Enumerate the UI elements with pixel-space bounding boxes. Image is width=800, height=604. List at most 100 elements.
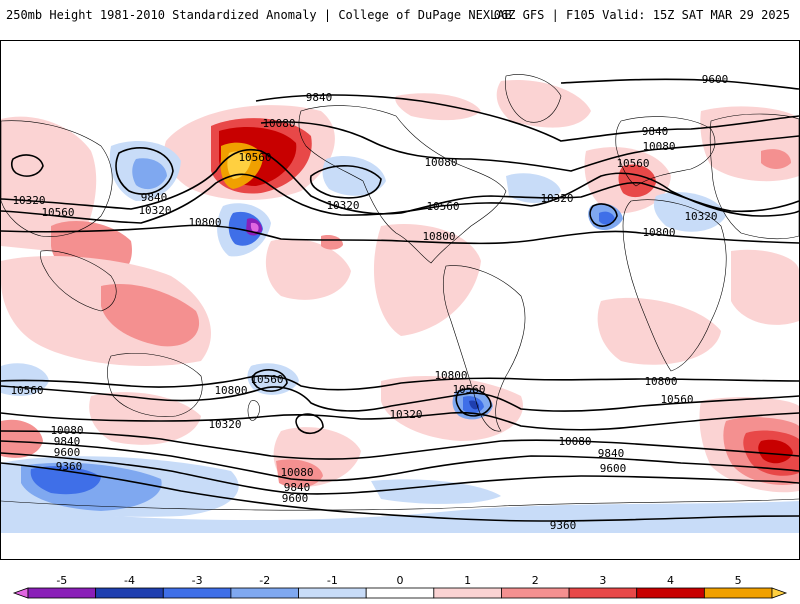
pos-anomaly-area [758,439,793,464]
neg-anomaly-area [506,173,561,203]
contour-label: 9360 [550,519,577,532]
contour-label: 10800 [422,230,455,243]
contour-9840-south [1,440,799,482]
colorbar-tick-label: -5 [56,574,67,587]
contour-small-loop [10,154,44,177]
colorbar: -5 -4 -3 -2 -1 0 1 2 3 4 5 [0,570,800,600]
contour-10800-south [1,375,799,391]
contour-label: 10560 [10,384,43,397]
anomaly-map: 9840 9600 10080 10560 9840 10320 10560 1… [1,73,799,533]
pos-anomaly-area [373,224,481,336]
greenland-outline [505,74,562,123]
contour-label: 10320 [389,408,422,421]
contour-label: 10560 [616,157,649,170]
colorbar-tick-label: 1 [464,574,471,587]
pos-anomaly-area [265,238,351,300]
contour-label: 10560 [452,383,485,396]
contour-label: 10320 [684,210,717,223]
contour-10560-north [1,172,799,224]
antarctica-outline [1,498,799,511]
pos-anomaly-area [597,297,721,365]
contour-label: 10560 [41,206,74,219]
contour-label: 10800 [644,375,677,388]
colorbar-min-extension [12,587,29,599]
colorbar-svg: -5 -4 -3 -2 -1 0 1 2 3 4 5 [12,574,788,599]
contour-label: 10080 [424,156,457,169]
pos-anomaly-area [89,392,201,445]
contour-label: 9840 [598,447,625,460]
colorbar-segment [568,587,638,599]
contour-label: 10080 [50,424,83,437]
contour-9360-south [1,462,799,522]
contour-closed-south-2 [295,413,324,435]
contour-10320-north [1,149,799,215]
maritime-continent-outline [40,250,117,312]
colorbar-tick-label: 2 [532,574,539,587]
map-header: 250mb Height 1981-2010 Standardized Anom… [0,0,800,40]
south-america-outline [442,265,526,432]
contour-label: 9840 [54,435,81,448]
colorbar-segment [95,587,164,599]
contour-9600-north [560,78,799,90]
contour-label: 10800 [214,384,247,397]
map-panel[interactable]: 9840 9600 10080 10560 9840 10320 10560 1… [0,40,800,560]
colorbar-tick-label: -3 [192,574,203,587]
colorbar-segment [27,587,97,599]
contour-label: 10320 [540,192,573,205]
colorbar-tick-label: 0 [397,574,404,587]
neg-anomaly-area [1,363,49,396]
contour-label: 9360 [56,460,83,473]
neg-anomaly-area [132,158,167,190]
contour-label: 10080 [280,466,313,479]
new-zealand-outline [247,400,260,421]
contour-10560-south [1,385,799,412]
europe-outline [615,116,716,187]
pos-anomaly-area [395,93,481,121]
contour-label: 10800 [434,369,467,382]
colorbar-tick-label: -4 [124,574,135,587]
colorbar-ticks: -5 -4 -3 -2 -1 0 1 2 3 4 5 [56,574,741,587]
contour-closed-south-3 [455,388,492,417]
contour-label: 10320 [208,418,241,431]
contour-label: 10800 [642,226,675,239]
model-run-info: 06Z GFS | F105 Valid: 15Z SAT MAR 29 202… [493,8,790,22]
colorbar-segment [162,587,232,599]
australia-outline [107,353,203,417]
positive-anomaly-shading [1,80,799,493]
colorbar-tick-label: -1 [327,574,338,587]
pos-anomaly-area [381,376,523,441]
colorbar-max-extension [771,587,788,599]
coastlines [1,74,799,511]
colorbar-segments [12,587,788,599]
contour-label: 10560 [426,200,459,213]
neg-anomaly-area [599,211,615,225]
contour-label: 10320 [326,199,359,212]
contour-9840-north [255,94,799,142]
pos-anomaly-area [1,419,43,458]
africa-outline [622,199,727,372]
contour-label: 9840 [642,125,669,138]
contour-label: 9840 [284,481,311,494]
contour-10080-north [260,121,799,172]
contour-9600-south [1,452,799,495]
colorbar-segment [298,587,367,599]
colorbar-tick-label: -2 [259,574,270,587]
colorbar-segment [703,587,773,599]
contour-label: 10080 [642,140,675,153]
contour-10320-south [1,411,799,431]
colorbar-tick-label: 3 [599,574,606,587]
colorbar-segment [433,587,502,599]
east-asia-outline [1,120,113,237]
contour-label: 10560 [660,393,693,406]
neg-anomaly-area [250,222,259,232]
asia-outline [709,113,799,240]
neg-anomaly-area [371,479,501,504]
contour-10320-closed [589,203,618,227]
contour-label: 9600 [600,462,627,475]
contour-10080-closed [309,165,382,199]
contour-10080-south [1,430,799,460]
pos-anomaly-area [321,235,343,250]
height-contours [1,78,799,522]
colorbar-segment [365,587,435,599]
pos-anomaly-area [227,151,251,179]
